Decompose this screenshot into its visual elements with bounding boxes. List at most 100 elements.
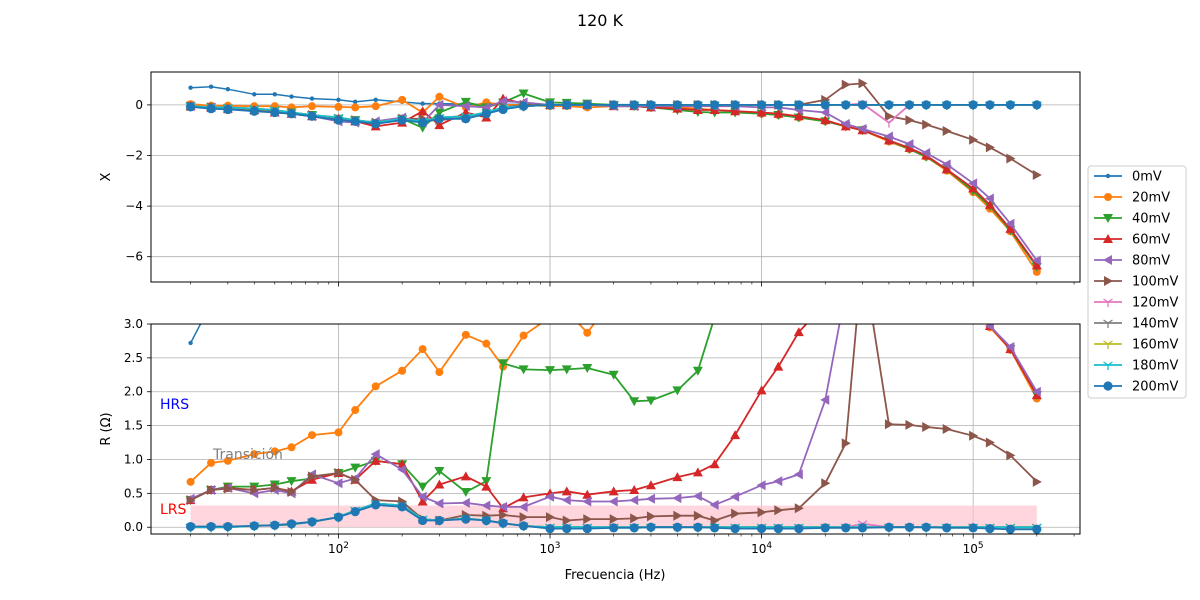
data-point [985,100,995,110]
top-axes: 0 −2 −4 −6 X [99,71,1081,283]
data-point [561,365,572,375]
data-point [484,207,488,211]
data-point [692,366,703,376]
data-point [418,345,427,354]
data-point [270,107,280,118]
x-tick-label: 104 [751,541,772,556]
legend-label: 180mV [1132,359,1178,374]
data-point [208,84,214,89]
top-y-ticks: 0 −2 −4 −6 [125,98,151,264]
data-point [561,495,571,506]
data-point [773,361,784,371]
data-point [610,293,618,301]
data-point [820,523,830,533]
data-point [351,474,361,485]
data-point [885,252,893,260]
data-point [609,514,619,525]
data-point [498,518,508,528]
data-point [582,100,592,110]
data-point [857,100,868,110]
lrs-annotation: LRS [160,502,187,518]
legend-label: 140mV [1132,317,1178,332]
data-point [481,481,492,491]
data-point [859,251,868,261]
x-tick-label: 105 [963,541,984,556]
series-line [190,82,1038,176]
data-point [287,487,297,497]
data-point [858,78,868,89]
y-tick-label: 2.5 [124,351,143,365]
hrs-annotation: HRS [160,397,189,413]
data-point [562,523,572,534]
data-point [841,100,851,110]
data-point [921,251,930,261]
legend-marker [1104,276,1113,286]
data-point [400,234,404,238]
data-point [207,484,217,495]
data-point [821,252,829,260]
data-point [884,100,894,110]
data-point [582,364,593,374]
data-point [710,100,720,110]
data-point [673,510,683,521]
data-point [481,515,491,526]
y-tick-label: 1.5 [124,419,143,433]
data-point [905,115,915,126]
legend-label: 80mV [1132,254,1170,269]
data-point [518,365,529,375]
series-line [190,95,1038,273]
data-point [858,251,867,261]
data-point [374,241,378,245]
data-point [672,493,682,504]
series-0mV-r [188,91,848,346]
legend-label: 120mV [1132,296,1178,311]
data-point [518,501,528,512]
data-point [756,523,767,534]
data-point [460,497,470,508]
data-point [629,523,639,533]
top-ylabel: X [99,172,114,181]
data-point [582,489,593,499]
data-point [397,502,407,512]
data-point [844,91,848,95]
data-point [185,102,196,112]
bottom-y-ticks: 0.0 0.5 1.0 1.5 2.0 2.5 3.0 [124,317,151,534]
data-point [206,104,216,114]
data-point [842,252,850,260]
data-point [498,96,508,107]
data-point [985,523,995,534]
data-point [733,125,737,129]
data-point [692,467,703,477]
y-tick-label: −4 [125,199,143,213]
data-point [460,488,471,497]
x-tick-label: 103 [540,541,561,556]
data-point [1032,100,1042,110]
y-tick-label: 0.0 [124,520,143,534]
data-point [904,100,915,110]
data-point [518,101,529,111]
data-point [774,252,782,260]
data-point [773,523,783,534]
data-point [226,288,230,292]
legend-item-200mV: 200mV [1094,380,1178,395]
bottom-plot-area [185,91,1042,534]
data-point [630,286,638,294]
data-point [370,449,380,460]
data-point [905,419,915,430]
data-point [730,286,740,295]
data-point [942,251,951,261]
data-point [629,397,640,407]
data-point [773,100,783,110]
legend-item-80mV: 80mV [1094,254,1170,269]
data-point [188,85,193,90]
data-point [820,394,830,405]
data-point [646,100,656,110]
legend-marker [1104,193,1112,201]
data-point [249,521,259,531]
data-point [1032,267,1041,276]
legend-item-160mV: 160mV [1094,338,1178,353]
data-point [611,166,615,170]
data-point [185,521,196,532]
data-point [418,118,428,128]
data-point [350,116,360,126]
